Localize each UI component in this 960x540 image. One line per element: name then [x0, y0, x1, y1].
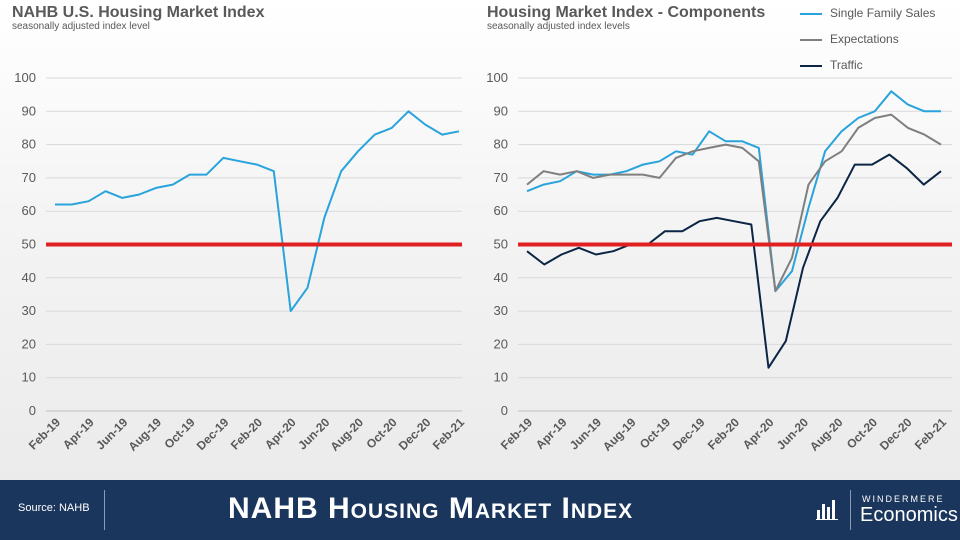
logo-brand: WINDERMERE: [862, 494, 945, 504]
legend-label-single-family-sales: Single Family Sales: [830, 6, 936, 20]
left-x-tick-label: Apr-19: [60, 415, 97, 452]
right-series-line-traffic: [526, 153, 942, 369]
left-y-tick-label: 40: [22, 270, 36, 285]
legend-swatch-expectations: [800, 39, 822, 41]
legend-swatch-single-family-sales: [800, 13, 822, 15]
logo-wordmark: Economics: [860, 504, 958, 526]
right-y-tick-label: 10: [494, 370, 508, 385]
right-x-tick-label: Jun-20: [774, 415, 811, 452]
left-y-tick-label: 70: [22, 170, 36, 185]
bar-chart-logo-icon: [816, 500, 838, 520]
right-x-tick-label: Aug-20: [807, 415, 846, 454]
legend-label-expectations: Expectations: [830, 32, 899, 46]
left-chart-title: NAHB U.S. Housing Market Index: [12, 4, 265, 21]
chart-legend: Single Family Sales Expectations Traffic: [800, 4, 960, 82]
left-series-line-hmi: [55, 110, 460, 313]
left-y-tick-label: 90: [22, 103, 36, 118]
footer-divider: [104, 490, 105, 530]
logo-divider: [850, 490, 851, 530]
left-y-tick-label: 0: [29, 403, 36, 418]
left-x-tick-label: Aug-20: [327, 415, 366, 454]
right-y-tick-label: 30: [494, 303, 508, 318]
left-y-tick-label: 10: [22, 370, 36, 385]
right-x-tick-label: Dec-19: [670, 415, 708, 453]
right-y-tick-label: 50: [494, 237, 508, 252]
left-x-tick-label: Feb-19: [26, 415, 63, 452]
right-x-tick-label: Oct-20: [844, 415, 881, 452]
left-x-tick-label: Feb-21: [430, 415, 467, 452]
right-chart-title: Housing Market Index - Components: [487, 4, 766, 21]
legend-item-single-family-sales: Single Family Sales: [800, 4, 960, 30]
right-y-tick-label: 70: [494, 170, 508, 185]
source-note: Source: NAHB: [18, 502, 90, 514]
left-y-tick-label: 100: [14, 70, 36, 85]
left-x-tick-label: Oct-20: [363, 415, 400, 452]
charts-canvas: 0102030405060708090100Feb-19Apr-19Jun-19…: [14, 70, 952, 454]
right-y-tick-label: 90: [494, 103, 508, 118]
right-y-tick-label: 60: [494, 203, 508, 218]
right-x-tick-label: Aug-19: [600, 415, 639, 454]
right-y-tick-label: 20: [494, 336, 508, 351]
right-x-tick-label: Apr-19: [533, 415, 570, 452]
left-y-tick-label: 60: [22, 203, 36, 218]
right-x-tick-label: Apr-20: [740, 415, 777, 452]
right-series-line-single-family-sales: [526, 90, 941, 293]
right-x-tick-label: Jun-19: [567, 415, 604, 452]
right-y-tick-label: 0: [501, 403, 508, 418]
left-y-tick-label: 80: [22, 137, 36, 152]
left-x-tick-label: Jun-19: [93, 415, 130, 452]
right-series-line-expectations: [526, 113, 942, 293]
left-x-tick-label: Jun-20: [295, 415, 332, 452]
left-x-tick-label: Oct-19: [161, 415, 198, 452]
left-x-tick-label: Dec-20: [396, 415, 434, 453]
left-y-tick-label: 20: [22, 336, 36, 351]
left-chart-subtitle: seasonally adjusted index level: [12, 21, 150, 32]
legend-item-traffic: Traffic: [800, 56, 960, 82]
legend-label-traffic: Traffic: [830, 58, 863, 72]
left-x-tick-label: Aug-19: [125, 415, 164, 454]
left-x-tick-label: Feb-20: [228, 415, 265, 452]
right-y-tick-label: 80: [494, 137, 508, 152]
right-x-tick-label: Feb-20: [705, 415, 742, 452]
right-x-tick-label: Feb-19: [498, 415, 535, 452]
left-y-tick-label: 30: [22, 303, 36, 318]
right-x-tick-label: Dec-20: [877, 415, 915, 453]
right-x-tick-label: Oct-19: [637, 415, 674, 452]
left-x-tick-label: Apr-20: [262, 415, 299, 452]
right-y-tick-label: 100: [486, 70, 508, 85]
right-chart-subtitle: seasonally adjusted index levels: [487, 21, 630, 32]
right-y-tick-label: 40: [494, 270, 508, 285]
footer-bar: Source: NAHB NAHB Housing Market Index W…: [0, 480, 960, 540]
slide-title: NAHB Housing Market Index: [228, 492, 634, 525]
right-x-tick-label: Feb-21: [912, 415, 949, 452]
left-y-tick-label: 50: [22, 237, 36, 252]
legend-swatch-traffic: [800, 65, 822, 67]
left-x-tick-label: Dec-19: [194, 415, 232, 453]
legend-item-expectations: Expectations: [800, 30, 960, 56]
